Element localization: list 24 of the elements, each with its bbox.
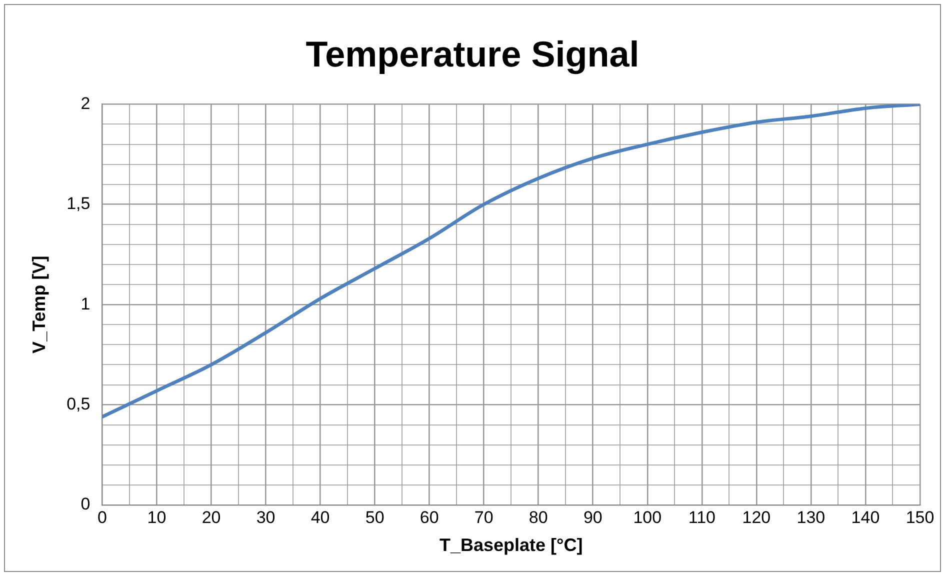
x-tick-label: 90 [583,508,602,527]
x-tick-label: 110 [688,508,716,527]
x-tick-label: 130 [796,508,826,527]
y-axis-title: V_Temp [V] [28,256,49,354]
x-tick-label: 60 [420,508,439,527]
x-axis-title: T_Baseplate [°C] [439,535,583,556]
x-tick-label: 120 [742,508,771,527]
x-tick-label: 100 [633,508,662,527]
y-tick-label: 1,5 [66,194,90,214]
x-tick-label: 40 [310,508,330,527]
y-tick-label: 1 [80,294,90,314]
x-tick-label: 20 [202,508,221,527]
x-tick-label: 70 [474,508,494,527]
x-tick-label: 0 [98,508,107,527]
x-tick-label: 150 [906,508,934,527]
x-tick-label: 80 [528,508,548,527]
y-tick-label: 0 [80,494,90,514]
y-tick-label: 0,5 [66,394,90,414]
x-tick-label: 50 [365,508,384,527]
x-tick-label: 140 [851,508,880,527]
x-tick-label: 10 [147,508,166,527]
chart-title: Temperature Signal [306,34,640,75]
x-tick-label: 30 [256,508,276,527]
y-tick-label: 2 [80,94,90,113]
